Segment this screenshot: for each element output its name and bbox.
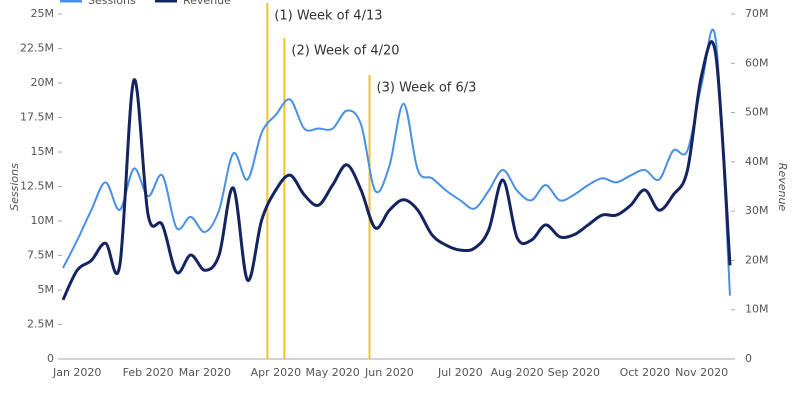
legend-label: Revenue	[183, 0, 231, 7]
x-tick-label: Nov 2020	[675, 366, 728, 379]
x-tick-label: Oct 2020	[620, 366, 671, 379]
y-tick-label: 2.5M	[27, 318, 54, 331]
y-tick-label: 7.5M	[27, 249, 54, 262]
legend-label: Sessions	[88, 0, 136, 7]
y2-tick-label: 40M	[745, 155, 769, 168]
y-tick-label: 12.5M	[20, 180, 54, 193]
y2-tick-label: 20M	[745, 253, 769, 266]
x-tick-label: Feb 2020	[123, 366, 174, 379]
x-tick-label: Jun 2020	[364, 366, 414, 379]
y-tick-label: 0	[47, 352, 54, 365]
y2-tick-label: 50M	[745, 106, 769, 119]
y-tick-label: 10M	[31, 214, 55, 227]
x-tick-label: Jul 2020	[437, 366, 483, 379]
y2-tick-label: 10M	[745, 303, 769, 316]
y2-axis-title: Revenue	[776, 163, 789, 212]
y-tick-label: 17.5M	[20, 111, 54, 124]
x-tick-label: May 2020	[306, 366, 360, 379]
x-tick-label: Mar 2020	[179, 366, 231, 379]
x-tick-label: Aug 2020	[491, 366, 544, 379]
y-tick-label: 22.5M	[20, 42, 54, 55]
annotation-label: (2) Week of 4/20	[291, 44, 399, 59]
series-line	[62, 28, 731, 296]
y-tick-label: 15M	[31, 145, 55, 158]
y-tick-label: 5M	[38, 283, 55, 296]
y2-tick-label: 60M	[745, 56, 769, 69]
y-tick-label: 20M	[31, 76, 55, 89]
y-axis-title: Sessions	[8, 163, 21, 211]
x-tick-label: Jan 2020	[52, 366, 101, 379]
y2-tick-label: 0	[745, 352, 752, 365]
annotation-label: (1) Week of 4/13	[274, 9, 382, 24]
x-tick-label: Sep 2020	[548, 366, 600, 379]
annotation-label: (3) Week of 6/3	[377, 81, 477, 96]
y2-tick-label: 70M	[745, 7, 769, 20]
series-line	[61, 40, 732, 301]
y-tick-label: 25M	[31, 7, 55, 20]
y2-tick-label: 30M	[745, 204, 769, 217]
x-tick-label: Apr 2020	[251, 366, 302, 379]
